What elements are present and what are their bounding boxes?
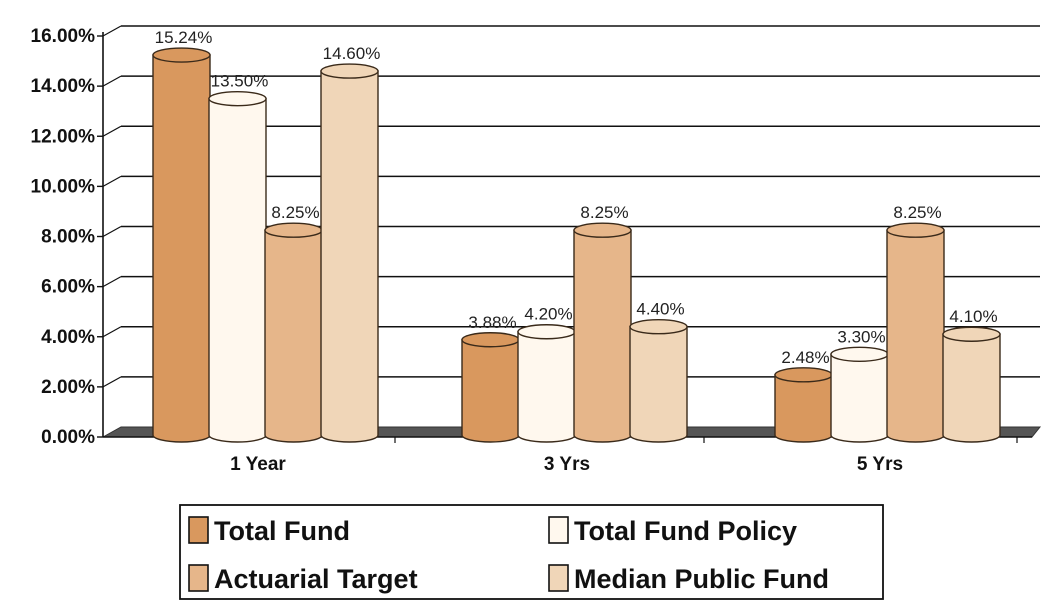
legend-swatch — [188, 564, 209, 592]
gridline-depth — [102, 276, 122, 288]
data-label: 8.25% — [271, 203, 319, 222]
data-label: 4.10% — [949, 307, 997, 326]
y-tick-label: 6.00% — [41, 277, 95, 298]
x-category-label: 1 Year — [230, 454, 286, 475]
bar-top — [208, 90, 267, 107]
legend-swatch — [548, 564, 569, 592]
gridline-depth — [102, 326, 122, 338]
bar-top — [629, 319, 688, 335]
data-label: 2.48% — [781, 348, 829, 367]
gridline-depth — [102, 75, 122, 87]
legend-item: Actuarial Target — [188, 564, 418, 594]
data-label: 4.40% — [636, 300, 684, 319]
bar-top — [573, 222, 632, 238]
bar-top — [774, 367, 833, 383]
bar-top — [886, 222, 945, 238]
bar-top — [264, 222, 323, 238]
bar — [942, 326, 1001, 443]
bar — [629, 319, 688, 443]
bar-top — [942, 326, 1001, 342]
gridline-depth — [102, 225, 122, 238]
legend-item: Median Public Fund — [548, 564, 829, 594]
bar-top — [830, 346, 889, 362]
x-category-label: 3 Yrs — [544, 454, 590, 475]
gridline-depth — [102, 376, 122, 388]
legend-swatch — [188, 516, 209, 544]
legend-swatch — [548, 516, 569, 544]
bar — [264, 222, 323, 443]
x-category-label: 5 Yrs — [857, 454, 903, 475]
y-tick-label: 0.00% — [41, 427, 95, 448]
bar — [461, 332, 520, 443]
bar — [208, 90, 267, 443]
gridline-depth — [102, 125, 122, 137]
legend — [179, 504, 884, 600]
bar-body — [774, 374, 833, 443]
data-label: 8.25% — [580, 203, 628, 222]
data-label: 3.88% — [468, 313, 516, 332]
gridline-depth — [102, 175, 122, 187]
bar — [830, 346, 889, 443]
y-tick-label: 8.00% — [41, 227, 95, 248]
bar — [886, 222, 945, 443]
y-tick-label: 2.00% — [41, 377, 95, 398]
bar-top — [517, 324, 576, 340]
bar-body — [461, 339, 520, 443]
y-tick-label: 16.00% — [31, 26, 96, 47]
legend-item: Total Fund — [188, 516, 350, 546]
y-tick-label: 12.00% — [31, 126, 96, 147]
data-label: 3.30% — [837, 327, 885, 346]
bar — [320, 63, 379, 443]
bar — [774, 367, 833, 443]
bar-body — [886, 229, 945, 443]
bar-body — [942, 333, 1001, 443]
y-tick-label: 14.00% — [31, 76, 96, 97]
bar — [517, 324, 576, 443]
bar-body — [264, 229, 323, 443]
bar-top — [461, 332, 520, 348]
y-tick-label: 4.00% — [41, 327, 95, 348]
data-label: 4.20% — [524, 305, 572, 324]
legend-label: Total Fund — [214, 516, 350, 546]
data-label: 14.60% — [323, 44, 381, 63]
data-label: 13.50% — [211, 72, 269, 91]
bar-body — [152, 54, 211, 443]
bar-body — [208, 97, 267, 443]
data-label: 15.24% — [155, 28, 213, 47]
legend-label: Median Public Fund — [574, 564, 829, 594]
bar — [152, 47, 211, 443]
bar-top — [320, 63, 379, 79]
bar-body — [517, 331, 576, 443]
gridline-depth — [102, 25, 122, 37]
bar-body — [830, 353, 889, 443]
bar-body — [320, 70, 379, 443]
bar-body — [573, 229, 632, 443]
y-tick-label: 10.00% — [31, 176, 96, 197]
legend-label: Actuarial Target — [214, 564, 418, 594]
legend-item: Total Fund Policy — [548, 516, 797, 546]
legend-label: Total Fund Policy — [574, 516, 797, 546]
data-label: 8.25% — [893, 203, 941, 222]
bar-body — [629, 326, 688, 443]
bar-top — [152, 47, 211, 63]
bar — [573, 222, 632, 443]
